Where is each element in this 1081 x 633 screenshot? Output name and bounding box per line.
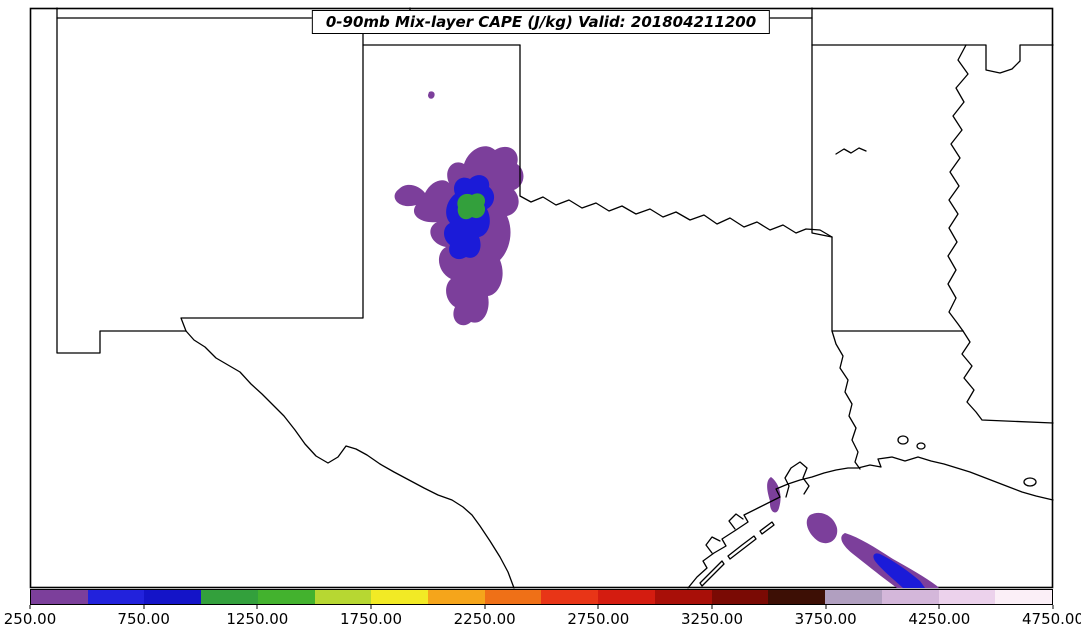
map-frame [29, 7, 1054, 589]
calcasieu-lake-outline [916, 442, 926, 450]
colorbar-segment [371, 590, 429, 604]
colorbar [30, 589, 1053, 605]
colorbar-segment [541, 590, 599, 604]
colorbar-segment [484, 590, 542, 604]
colorbar-segment [598, 590, 655, 604]
border-mississippi-river [947, 44, 969, 332]
colorbar-tick [711, 605, 713, 609]
cape-fill-green-core [457, 193, 486, 220]
border-new-mexico-west-south [56, 7, 187, 354]
border-missouri-arkansas-bootheel [811, 44, 1054, 74]
colorbar-segment [711, 590, 769, 604]
colorbar-segment [144, 590, 202, 604]
colorbar-ticks [29, 605, 1054, 610]
barrier-islands [699, 521, 775, 587]
colorbar-tick-label: 4750.00 [1021, 610, 1081, 628]
colorbar-labels: 250.00 750.00 1250.00 1750.00 2250.00 2750.00… [4, 610, 1081, 630]
colorbar-segment [428, 590, 485, 604]
border-oklahoma-arkansas [811, 44, 833, 238]
cape-fill-purple-speck [428, 91, 435, 99]
colorbar-segment [995, 590, 1052, 604]
colorbar-tick-label: 3750.00 [794, 610, 857, 628]
colorbar-tick [597, 605, 599, 609]
colorbar-segment [825, 590, 882, 604]
colorbar-segment [768, 590, 826, 604]
colorbar-segment [31, 590, 88, 604]
border-louisiana-mississippi [961, 330, 1054, 424]
colorbar-tick-label: 250.00 [3, 610, 57, 628]
colorbar-tick [370, 605, 372, 609]
colorbar-segment [881, 590, 939, 604]
plot-title-box: 0-90mb Mix-layer CAPE (J/kg) Valid: 2018… [311, 10, 771, 34]
colorbar-tick [143, 605, 145, 609]
cape-fill-purple-coast-2 [806, 512, 838, 544]
cape-fill-blue-coast [873, 553, 925, 588]
colorbar-segment [257, 590, 315, 604]
colorbar-segment [654, 590, 712, 604]
colorbar-segment [87, 590, 145, 604]
sabine-lake-outline [897, 435, 909, 445]
cape-fill-purple-coast-1 [767, 477, 781, 513]
border-texas-panhandle-east-red-river [519, 44, 833, 238]
colorbar-tick [484, 605, 486, 609]
colorbar-tick-label: 2250.00 [453, 610, 516, 628]
colorbar-tick [938, 605, 940, 609]
colorbar-tick-label: 1750.00 [339, 610, 403, 628]
colorbar-tick [29, 605, 31, 609]
colorbar-tick [256, 605, 258, 609]
plot-title: 0-90mb Mix-layer CAPE (J/kg) Valid: 2018… [325, 13, 757, 31]
colorbar-tick-label: 4250.00 [908, 610, 971, 628]
coastline-galveston-bay [784, 461, 810, 498]
arkansas-river-squiggle [835, 147, 867, 155]
colorbar-segment [201, 590, 258, 604]
border-texas-arkansas-sabine [831, 236, 861, 470]
colorbar-tick [825, 605, 827, 609]
coastline-corpus-bays [705, 513, 744, 554]
colorbar-tick-label: 1250.00 [226, 610, 289, 628]
colorbar-tick [1052, 605, 1054, 609]
louisiana-lake-outline [1023, 477, 1037, 487]
colorbar-tick-label: 750.00 [117, 610, 170, 628]
cape-filled-contours [394, 91, 939, 588]
colorbar-tick-label: 3250.00 [680, 610, 744, 628]
colorbar-tick-label: 2750.00 [567, 610, 630, 628]
border-rio-grande [185, 330, 515, 589]
border-newmexico-texas [180, 17, 364, 332]
colorbar-segment [314, 590, 372, 604]
colorbar-segment [938, 590, 996, 604]
coastline-gulf [687, 456, 1054, 589]
